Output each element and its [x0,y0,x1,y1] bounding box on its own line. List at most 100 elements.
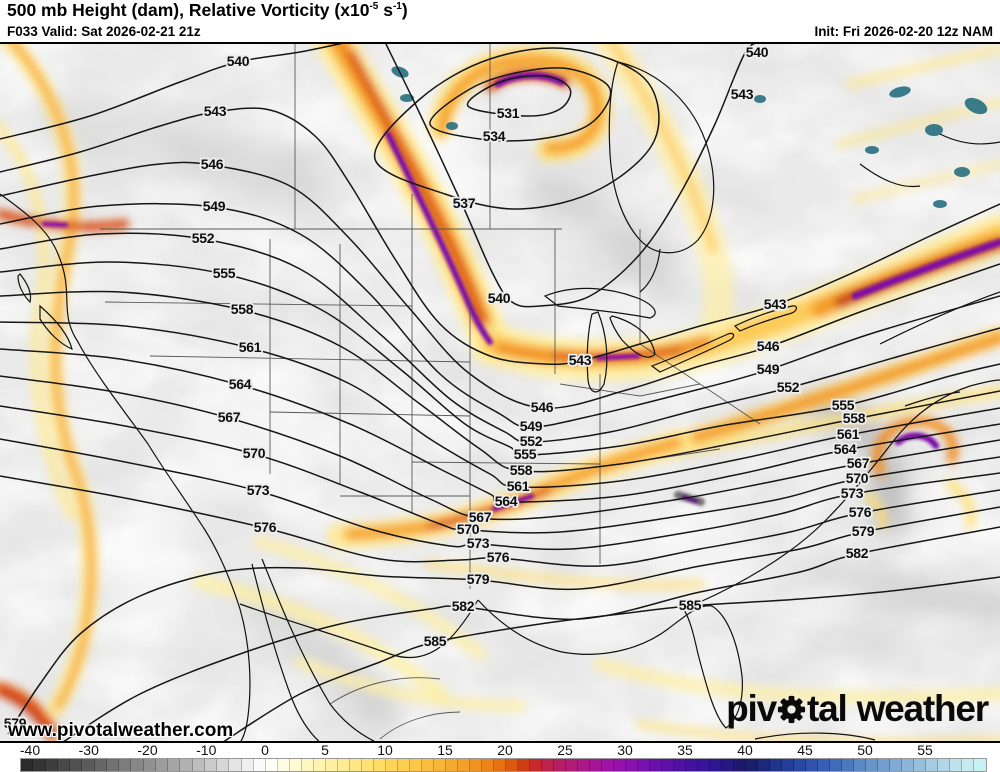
colorbar-segment [155,759,168,771]
colorbar-tick: 35 [677,742,693,758]
colorbar-segment [698,759,710,771]
colorbar-tick-labels: -40 -30 -20 -10 0 5 10 15 20 25 30 35 40 45 50 55 [0,742,1000,758]
colorbar-segment [866,759,878,771]
colorbar-segment [518,759,530,771]
colorbar-segment [854,759,866,771]
colorbar-segment [290,759,302,771]
pivotal-weather-logo: piv tal weather [726,688,990,729]
contour-label: 543 [764,296,787,312]
contour-label: 567 [218,409,241,425]
weather-map: 540 543 546 549 552 555 558 561 564 567 570 573 576 5… [0,42,1000,743]
colorbar-segment [253,759,266,771]
height-contour-552 [0,232,1000,443]
colorbar-segment [938,759,950,771]
height-contour-564 [0,348,1000,503]
colorbar-segment [434,759,446,771]
colorbar-segment [734,759,746,771]
state-borders [100,44,761,740]
contour-label: 573 [841,485,864,501]
colorbar-segment [45,759,58,771]
contour-label: 561 [239,339,262,355]
logo-part3: weather [856,688,990,729]
colorbar-segment [746,759,758,771]
height-contour-567 [0,375,1000,521]
contour-label: 582 [846,545,869,561]
colorbar-segment [21,759,34,771]
colorbar-segment [278,759,290,771]
colorbar-tick: 25 [557,742,573,758]
colorbar-segment [890,759,902,771]
colorbar-segment [950,759,962,771]
contour-label: 555 [832,397,855,413]
colorbar-segment [974,759,986,771]
contour-label: 576 [254,519,277,535]
colorbar-segment [57,759,70,771]
height-contour-555 [0,261,1000,456]
colorbar-segment [458,759,470,771]
colorbar-segment [314,759,326,771]
height-contour-579 [7,506,1000,735]
contour-label: 579 [4,715,27,731]
colorbar-segment [554,759,566,771]
colorbar-segment [374,759,386,771]
colorbar-tick: -20 [137,742,158,758]
contour-label: 585 [679,597,702,613]
map-canvas: 5405435465495525555585615645675705735765… [0,44,1000,741]
colorbar-segment [782,759,794,771]
contour-label: 543 [204,103,227,119]
colorbar-segment [590,759,602,771]
colorbar-segment [710,759,722,771]
colorbar-tick: 15 [437,742,453,758]
contour-label: 540 [746,44,769,60]
contour-label: 546 [757,338,780,354]
colorbar-segment [530,759,542,771]
colorbar-segment [106,759,119,771]
contour-label: 570 [846,470,869,486]
contour-label: 558 [843,410,866,426]
colorbar-segment [119,759,132,771]
colorbar-tick: 5 [321,742,329,758]
height-contour-576 [0,475,1000,567]
contour-label: 582 [452,598,475,614]
height-contour-537 [373,47,660,210]
colorbar-tick: 30 [617,742,633,758]
contour-label: 549 [203,198,226,214]
colorbar-tick: -10 [196,742,217,758]
negative-vorticity-shading [32,96,1000,729]
contour-label: 558 [231,301,254,317]
contour-labels: 5405435465495525555585615645675705735765… [2,44,877,733]
height-contour-534 [429,67,612,142]
colorbar-tick: 0 [261,742,269,758]
height-contour-531 [466,74,572,117]
colorbar-segment [770,759,782,771]
colorbar-segment [33,759,46,771]
colorbar-tick: 40 [737,742,753,758]
colorbar-tick: 50 [857,742,873,758]
colorbar-segment [217,759,230,771]
height-contours [0,44,1000,741]
colorbar-segment [542,759,554,771]
colorbar-tick: -30 [78,742,99,758]
colorbar-segment [674,759,686,771]
contour-label: 570 [243,445,266,461]
colorbar-segment [266,759,278,771]
colorbar [20,758,987,772]
watermark: www.pivotalweather.com [8,720,234,741]
contour-label: 585 [424,633,447,649]
contour-label: 567 [847,455,870,471]
contour-label: 543 [731,86,754,102]
contour-label: 555 [213,265,236,281]
contour-label: 564 [495,493,518,509]
colorbar-segment [192,759,205,771]
contour-label: 549 [757,361,780,377]
colorbar-segment [650,759,662,771]
colorbar-segment [602,759,614,771]
map-title: 500 mb Height (dam), Relative Vorticity … [7,0,408,20]
colorbar-segment [180,759,193,771]
colorbar-segment [914,759,926,771]
height-contour-549 [0,202,1000,428]
contour-label: 552 [520,433,543,449]
colorbar-segment [614,759,626,771]
colorbar-tick: -40 [19,742,41,758]
